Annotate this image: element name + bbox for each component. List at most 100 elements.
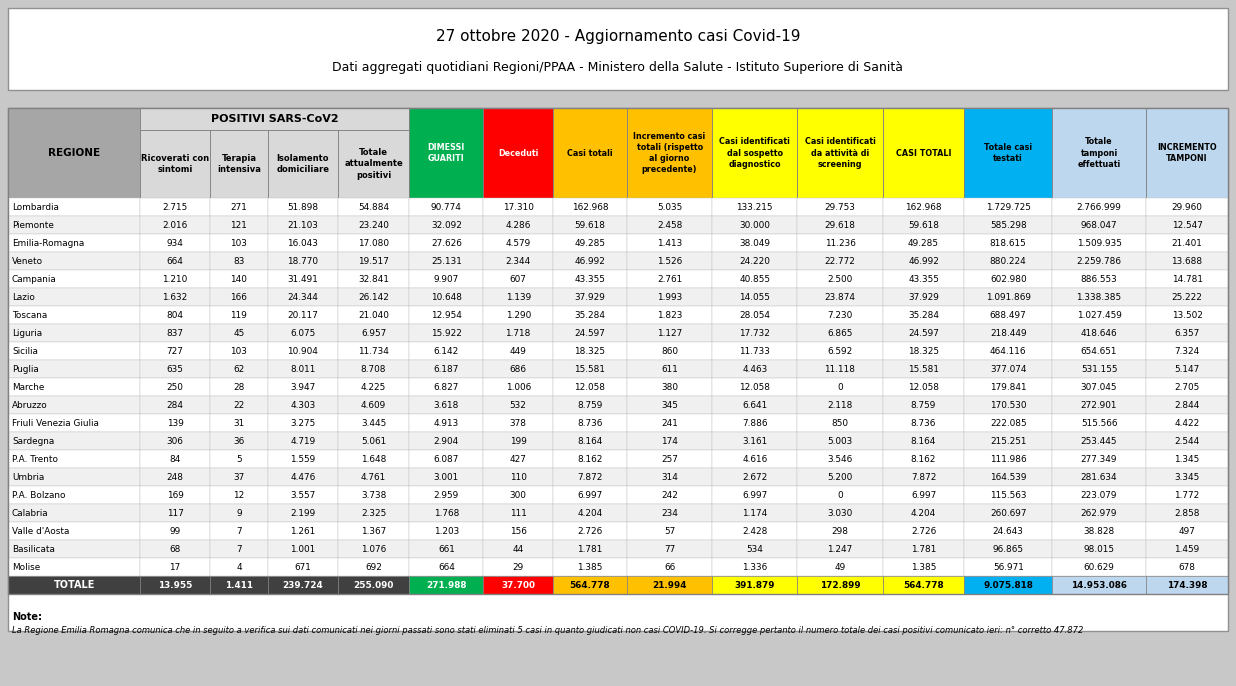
- FancyBboxPatch shape: [337, 288, 409, 306]
- Text: 2.715: 2.715: [162, 202, 188, 211]
- FancyBboxPatch shape: [797, 450, 883, 468]
- Text: 35.284: 35.284: [908, 311, 939, 320]
- Text: 119: 119: [231, 311, 247, 320]
- FancyBboxPatch shape: [552, 450, 627, 468]
- FancyBboxPatch shape: [268, 522, 337, 540]
- Text: 172.899: 172.899: [819, 580, 860, 589]
- FancyBboxPatch shape: [964, 468, 1052, 486]
- Text: 271: 271: [231, 202, 247, 211]
- FancyBboxPatch shape: [7, 396, 141, 414]
- FancyBboxPatch shape: [797, 252, 883, 270]
- FancyBboxPatch shape: [1052, 504, 1146, 522]
- Text: 111: 111: [509, 508, 527, 517]
- FancyBboxPatch shape: [627, 576, 712, 594]
- Text: 49: 49: [834, 563, 845, 571]
- FancyBboxPatch shape: [1052, 414, 1146, 432]
- FancyBboxPatch shape: [552, 360, 627, 378]
- FancyBboxPatch shape: [141, 360, 210, 378]
- Text: 164.539: 164.539: [990, 473, 1026, 482]
- Text: 2.672: 2.672: [742, 473, 768, 482]
- FancyBboxPatch shape: [964, 324, 1052, 342]
- FancyBboxPatch shape: [483, 378, 552, 396]
- FancyBboxPatch shape: [337, 378, 409, 396]
- FancyBboxPatch shape: [552, 576, 627, 594]
- Text: 3.275: 3.275: [290, 418, 315, 427]
- Text: 8.708: 8.708: [361, 364, 387, 373]
- FancyBboxPatch shape: [964, 432, 1052, 450]
- Text: 272.901: 272.901: [1080, 401, 1117, 410]
- Text: 170.530: 170.530: [990, 401, 1026, 410]
- Text: 3.618: 3.618: [434, 401, 459, 410]
- FancyBboxPatch shape: [337, 486, 409, 504]
- FancyBboxPatch shape: [483, 324, 552, 342]
- Text: 1.526: 1.526: [658, 257, 682, 265]
- Text: 12.058: 12.058: [575, 383, 606, 392]
- FancyBboxPatch shape: [797, 396, 883, 414]
- Text: 534: 534: [747, 545, 764, 554]
- Text: 17: 17: [169, 563, 180, 571]
- Text: Incremento casi
totali (rispetto
al giorno
precedente): Incremento casi totali (rispetto al gior…: [634, 132, 706, 174]
- FancyBboxPatch shape: [883, 216, 964, 234]
- Text: 29.960: 29.960: [1172, 202, 1203, 211]
- FancyBboxPatch shape: [268, 342, 337, 360]
- Text: 497: 497: [1179, 526, 1195, 536]
- Text: 54.884: 54.884: [358, 202, 389, 211]
- FancyBboxPatch shape: [210, 540, 268, 558]
- FancyBboxPatch shape: [797, 216, 883, 234]
- FancyBboxPatch shape: [883, 450, 964, 468]
- Text: 2.500: 2.500: [827, 274, 853, 283]
- FancyBboxPatch shape: [210, 378, 268, 396]
- Text: 199: 199: [509, 436, 527, 445]
- Text: 15.581: 15.581: [908, 364, 939, 373]
- FancyBboxPatch shape: [141, 450, 210, 468]
- Text: 2.761: 2.761: [658, 274, 682, 283]
- Text: 449: 449: [509, 346, 527, 355]
- Text: 345: 345: [661, 401, 679, 410]
- Text: 6.997: 6.997: [911, 490, 936, 499]
- Text: Campania: Campania: [12, 274, 57, 283]
- FancyBboxPatch shape: [337, 270, 409, 288]
- Text: Lombardia: Lombardia: [12, 202, 59, 211]
- FancyBboxPatch shape: [409, 522, 483, 540]
- FancyBboxPatch shape: [1146, 306, 1229, 324]
- Text: 1.127: 1.127: [658, 329, 682, 338]
- Text: 10.904: 10.904: [288, 346, 319, 355]
- Text: 0: 0: [837, 383, 843, 392]
- Text: 1.091.869: 1.091.869: [986, 292, 1031, 302]
- FancyBboxPatch shape: [627, 540, 712, 558]
- Text: 174.398: 174.398: [1167, 580, 1208, 589]
- FancyBboxPatch shape: [483, 108, 552, 198]
- Text: 2.199: 2.199: [290, 508, 315, 517]
- FancyBboxPatch shape: [552, 378, 627, 396]
- Text: 585.298: 585.298: [990, 220, 1027, 230]
- Text: 24.643: 24.643: [993, 526, 1023, 536]
- Text: 14.055: 14.055: [739, 292, 770, 302]
- FancyBboxPatch shape: [7, 288, 141, 306]
- FancyBboxPatch shape: [141, 522, 210, 540]
- Text: 59.618: 59.618: [908, 220, 939, 230]
- FancyBboxPatch shape: [268, 396, 337, 414]
- FancyBboxPatch shape: [627, 288, 712, 306]
- Text: 727: 727: [167, 346, 183, 355]
- FancyBboxPatch shape: [409, 576, 483, 594]
- Text: 25.131: 25.131: [431, 257, 462, 265]
- Text: 6.357: 6.357: [1174, 329, 1200, 338]
- FancyBboxPatch shape: [883, 198, 964, 216]
- FancyBboxPatch shape: [409, 540, 483, 558]
- Text: 654.651: 654.651: [1080, 346, 1117, 355]
- Text: CASI TOTALI: CASI TOTALI: [896, 148, 952, 158]
- Text: 678: 678: [1179, 563, 1195, 571]
- Text: Toscana: Toscana: [12, 311, 47, 320]
- FancyBboxPatch shape: [7, 558, 141, 576]
- FancyBboxPatch shape: [141, 252, 210, 270]
- Text: 115.563: 115.563: [990, 490, 1026, 499]
- FancyBboxPatch shape: [483, 558, 552, 576]
- Text: 24.597: 24.597: [908, 329, 939, 338]
- Text: 8.164: 8.164: [911, 436, 936, 445]
- FancyBboxPatch shape: [1146, 216, 1229, 234]
- Text: P.A. Bolzano: P.A. Bolzano: [12, 490, 66, 499]
- Text: 6.641: 6.641: [742, 401, 768, 410]
- Text: 96.865: 96.865: [993, 545, 1023, 554]
- Text: 139: 139: [167, 418, 183, 427]
- Text: 32.841: 32.841: [358, 274, 389, 283]
